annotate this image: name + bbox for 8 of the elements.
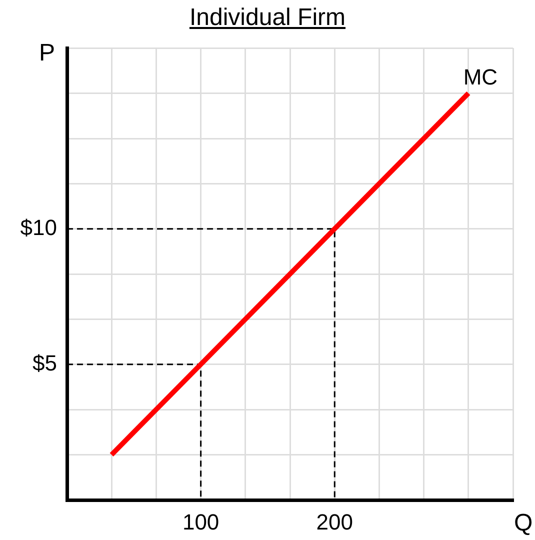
x-axis-title: Q — [514, 510, 533, 537]
series-label: MC — [463, 64, 498, 90]
y-tick-label: $5 — [32, 350, 57, 376]
x-tick-label: 100 — [182, 509, 220, 534]
y-axis-title: P — [38, 40, 55, 67]
y-tick-label: $10 — [20, 214, 57, 240]
x-tick-label: 200 — [316, 509, 353, 534]
chart-title: Individual Firm — [188, 4, 347, 32]
